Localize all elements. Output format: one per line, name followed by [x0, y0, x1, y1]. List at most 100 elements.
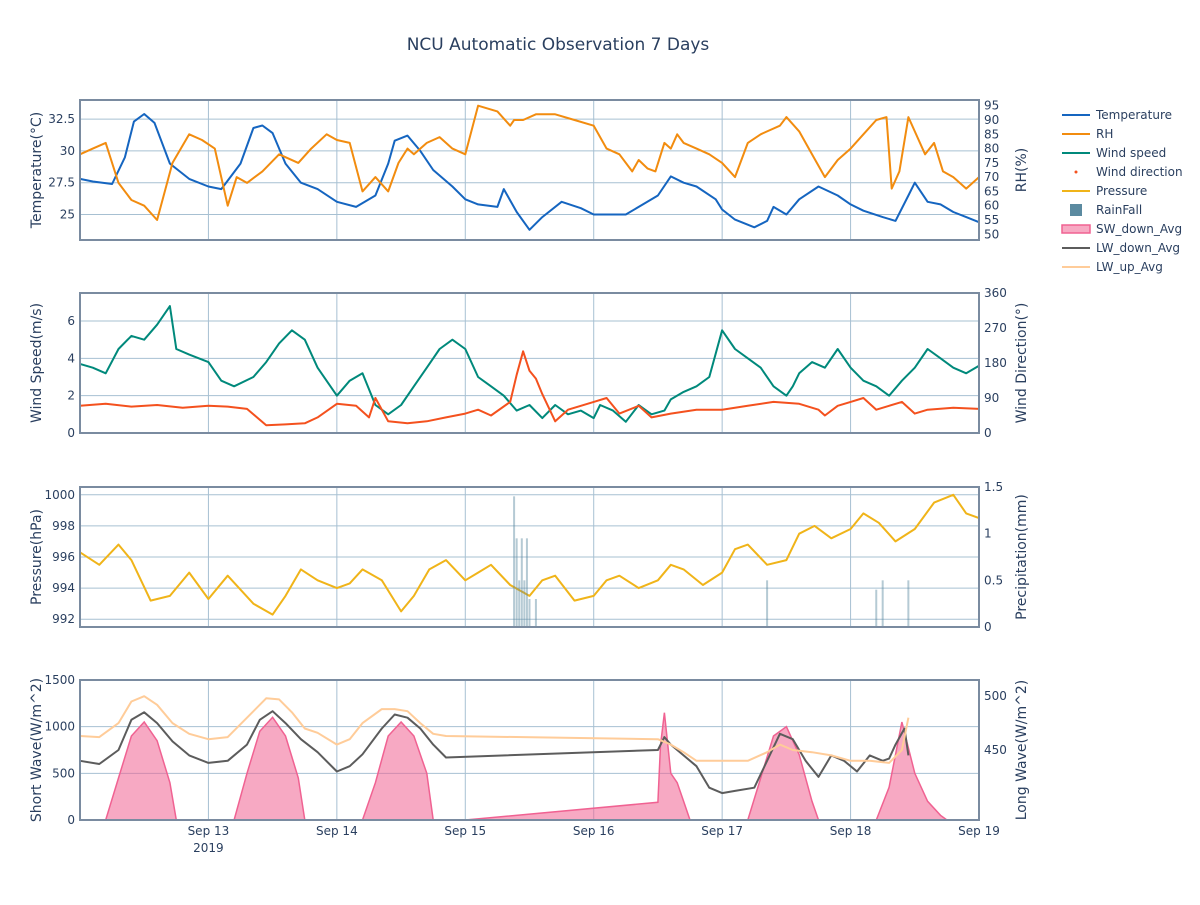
- legend-item: LW_up_Avg: [1062, 260, 1163, 274]
- y-right-tick-label: 450: [984, 743, 1007, 757]
- series-rh-line: [79, 104, 980, 221]
- y-right-tick-label: 70: [984, 170, 999, 184]
- x-tick-label: Sep 16: [573, 824, 615, 838]
- y-left-tick-label: 1500: [44, 673, 75, 687]
- legend-label: Wind direction: [1096, 165, 1183, 179]
- y-left-axis-title: Wind Speed(m/s): [29, 303, 45, 423]
- y-left-tick-label: 1000: [44, 488, 75, 502]
- y-left-tick-label: 992: [52, 612, 75, 626]
- rainfall-bar: [520, 538, 523, 627]
- series-lw-up-avg-line: [79, 695, 910, 764]
- panel-frame: [79, 99, 980, 241]
- y-left-tick-label: 1000: [44, 720, 75, 734]
- x-tick-label: Sep 14: [316, 824, 358, 838]
- y-left-tick-label: 32.5: [48, 112, 75, 126]
- legend-label: Pressure: [1096, 184, 1147, 198]
- y-right-tick-label: 0: [984, 620, 992, 634]
- y-left-axis-title: Pressure(hPa): [29, 509, 45, 605]
- panel-frame: [79, 679, 980, 821]
- y-left-tick-label: 30: [60, 144, 75, 158]
- legend-item: Pressure: [1062, 184, 1147, 198]
- legend-item: Wind direction: [1074, 165, 1183, 179]
- series-sw-down-avg-area: [80, 712, 979, 821]
- y-left-tick-label: 0: [67, 426, 75, 440]
- y-left-tick-label: 27.5: [48, 176, 75, 190]
- y-right-axis-title: Long Wave(W/m^2): [1014, 680, 1030, 821]
- y-right-tick-label: 360: [984, 286, 1007, 300]
- legend-area-marker: [1061, 224, 1091, 234]
- rainfall-bar: [766, 580, 769, 627]
- panel-radiation: 0 500 1000 1500 450 500 Short Wave(W/m^2) Long …: [29, 673, 1030, 827]
- y-left-tick-label: 500: [52, 766, 75, 780]
- y-right-tick-label: 0: [984, 426, 992, 440]
- y-right-tick-label: 270: [984, 321, 1007, 335]
- rainfall-bar: [907, 580, 910, 627]
- legend-item: Wind speed: [1062, 146, 1166, 160]
- y-right-tick-label: 0.5: [984, 573, 1003, 587]
- chart-title: NCU Automatic Observation 7 Days: [407, 35, 710, 55]
- rainfall-bar: [518, 580, 521, 627]
- x-axis: Sep 13 Sep 14 Sep 15 Sep 16 Sep 17 Sep 18 Sep …: [188, 824, 1000, 855]
- y-right-tick-label: 65: [984, 184, 999, 198]
- y-left-tick-label: 25: [60, 208, 75, 222]
- y-left-tick-label: 998: [52, 519, 75, 533]
- y-right-tick-label: 90: [984, 113, 999, 127]
- y-left-tick-label: 0: [67, 813, 75, 827]
- y-right-tick-label: 75: [984, 156, 999, 170]
- y-right-tick-label: 500: [984, 689, 1007, 703]
- y-right-axis-title: Precipitation(mm): [1014, 494, 1030, 620]
- legend-label: LW_down_Avg: [1096, 241, 1180, 255]
- y-right-tick-label: 50: [984, 227, 999, 241]
- panel-pressure: 992 994 996 998 1000 0 0.5 1 1.5 Pressure(hPa) Pre…: [29, 480, 1030, 634]
- y-right-axis-title: Wind Direction(°): [1014, 303, 1030, 424]
- rainfall-bar: [523, 580, 526, 627]
- legend-item: LW_down_Avg: [1062, 241, 1180, 255]
- y-left-axis-title: Short Wave(W/m^2): [29, 678, 45, 822]
- rainfall-bar: [528, 599, 531, 627]
- rainfall-bar: [513, 496, 516, 627]
- y-right-tick-label: 80: [984, 142, 999, 156]
- y-left-tick-label: 6: [67, 314, 75, 328]
- legend-label: LW_up_Avg: [1096, 260, 1163, 274]
- rainfall-bar: [881, 580, 884, 627]
- y-right-tick-label: 90: [984, 391, 999, 405]
- y-left-tick-label: 4: [67, 351, 75, 365]
- y-left-axis-title: Temperature(°C): [29, 112, 45, 229]
- legend-item: RH: [1062, 127, 1113, 141]
- legend-dot-marker: [1074, 170, 1078, 174]
- panel-frame: [79, 292, 980, 434]
- legend-label: RH: [1096, 127, 1113, 141]
- rainfall-bar: [515, 538, 518, 627]
- legend-item: RainFall: [1070, 203, 1142, 217]
- y-right-tick-label: 85: [984, 127, 999, 141]
- y-right-axis-title: RH(%): [1014, 148, 1030, 192]
- y-right-tick-label: 1.5: [984, 480, 1003, 494]
- y-left-tick-label: 996: [52, 550, 75, 564]
- y-right-tick-label: 95: [984, 99, 999, 113]
- series-pressure-line: [79, 493, 980, 616]
- y-left-tick-label: 2: [67, 389, 75, 403]
- panels-layer: 2527.53032.550556065707580859095Temperat…: [29, 99, 1030, 827]
- series-temperature-line: [79, 113, 980, 231]
- rainfall-bar: [875, 589, 878, 627]
- series-wind-direction-line: [79, 350, 980, 427]
- legend-label: Wind speed: [1096, 146, 1166, 160]
- rainfall-bar: [525, 538, 528, 627]
- y-left-tick-label: 994: [52, 581, 75, 595]
- y-right-tick-label: 55: [984, 213, 999, 227]
- x-tick-label: Sep 15: [444, 824, 486, 838]
- panel-wind: 0 2 4 6 0 90 180 270 360 Wind Speed(m/s) Wind Dire…: [29, 286, 1030, 440]
- y-right-tick-label: 60: [984, 199, 999, 213]
- x-tick-label: Sep 13: [188, 824, 230, 838]
- legend-item: SW_down_Avg: [1061, 222, 1182, 236]
- y-right-tick-label: 180: [984, 356, 1007, 370]
- y-right-tick-label: 1: [984, 527, 992, 541]
- x-tick-label: Sep 18: [830, 824, 872, 838]
- rainfall-bar: [534, 599, 537, 627]
- legend-square-marker: [1070, 204, 1082, 216]
- legend-label: RainFall: [1096, 203, 1142, 217]
- x-year-label: 2019: [193, 841, 224, 855]
- panel-frame: [79, 486, 980, 628]
